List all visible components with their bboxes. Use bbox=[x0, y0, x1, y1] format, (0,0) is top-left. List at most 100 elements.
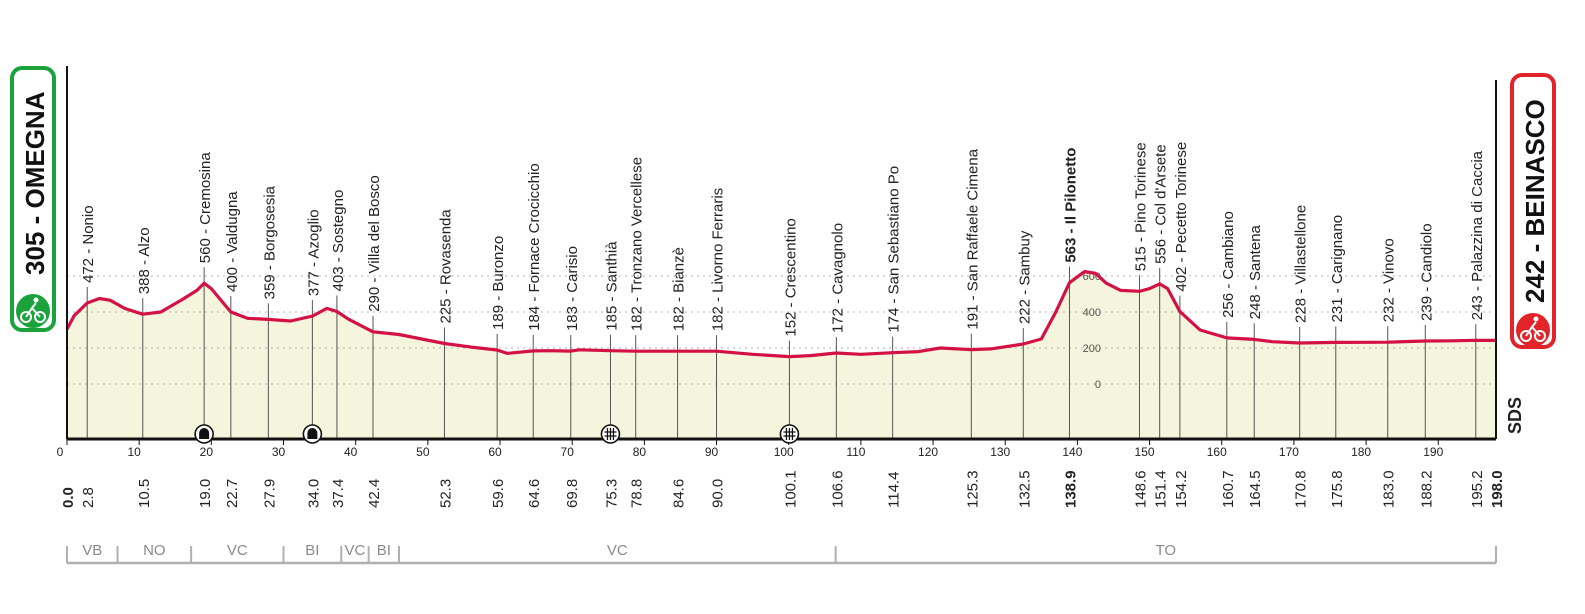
place-label: 563 - Il Pilonetto bbox=[1062, 148, 1079, 263]
place-label: 152 - Crescentino bbox=[782, 218, 799, 336]
province-label: VB bbox=[82, 542, 102, 559]
km-point-label: 34.0 bbox=[305, 479, 322, 508]
place-label: 174 - San Sebastiano Po bbox=[886, 166, 903, 333]
km-tick-label: 140 bbox=[1062, 445, 1082, 459]
km-tick-label: 10 bbox=[127, 445, 141, 459]
km-point-label: 64.6 bbox=[526, 479, 543, 508]
province-label: VC bbox=[607, 542, 628, 559]
km-point-label: 37.4 bbox=[330, 479, 347, 508]
km-point-label: 27.9 bbox=[261, 479, 278, 508]
altitude-tick-label: 400 bbox=[1083, 307, 1101, 319]
place-label: 377 - Azoglio bbox=[305, 209, 322, 296]
km-point-label: 183.0 bbox=[1381, 470, 1398, 508]
km-tick-label: 130 bbox=[990, 445, 1010, 459]
place-label: 189 - Buronzo bbox=[490, 236, 507, 330]
km-point-label: 164.5 bbox=[1247, 470, 1264, 508]
km-point-label: 132.5 bbox=[1016, 470, 1033, 508]
km-point-label: 138.9 bbox=[1062, 470, 1079, 508]
place-label: 183 - Carisio bbox=[564, 246, 581, 331]
place-label: 182 - Bianzè bbox=[671, 247, 688, 331]
km-point-label: 10.5 bbox=[136, 479, 153, 508]
km-tick-label: 110 bbox=[846, 445, 865, 459]
province-label: BI bbox=[377, 542, 391, 559]
km-point-label: 148.6 bbox=[1132, 470, 1149, 508]
km-point-label: 84.6 bbox=[671, 479, 688, 508]
place-label: 556 - Col d'Arsete bbox=[1153, 144, 1170, 264]
profile-area bbox=[67, 271, 1496, 439]
place-label: 403 - Sostegno bbox=[330, 190, 347, 292]
km-point-label: 114.4 bbox=[886, 472, 903, 508]
province-label: NO bbox=[143, 542, 166, 559]
place-label: 182 - Livorno Ferraris bbox=[710, 188, 727, 331]
place-label: 231 - Carignano bbox=[1329, 215, 1346, 323]
km-tick-label: 70 bbox=[561, 445, 575, 459]
km-tick-label: 190 bbox=[1423, 445, 1443, 459]
place-label: 388 - Alzo bbox=[136, 227, 153, 294]
place-label: 182 - Tronzano Vercellese bbox=[629, 157, 646, 331]
cyclist-icon bbox=[1516, 313, 1550, 347]
km-point-label: 188.2 bbox=[1418, 470, 1435, 508]
km-point-label: 78.8 bbox=[629, 479, 646, 508]
place-label: 472 - Nonio bbox=[80, 205, 97, 283]
place-label: 191 - San Raffaele Cimena bbox=[964, 148, 981, 329]
place-label: 184 - Fornace Crocicchio bbox=[526, 163, 543, 331]
km-point-label: 19.0 bbox=[197, 479, 214, 508]
place-label: 248 - Santena bbox=[1247, 224, 1264, 319]
province-label: BI bbox=[305, 542, 319, 559]
railway-crossing-icon bbox=[779, 424, 800, 444]
finish-label: 242 - BEINASCO bbox=[1520, 99, 1550, 303]
km-point-label: 154.2 bbox=[1173, 470, 1190, 508]
km-tick-label: 180 bbox=[1351, 445, 1371, 459]
km-tick-label: 100 bbox=[774, 445, 794, 459]
km-tick-label: 90 bbox=[705, 445, 719, 459]
km-point-label: 170.8 bbox=[1293, 470, 1310, 508]
altitude-tick-label: 0 bbox=[1095, 379, 1101, 391]
route-markers bbox=[194, 424, 800, 444]
km-tick-label: 0 bbox=[57, 445, 64, 459]
province-label: VC bbox=[345, 542, 366, 559]
km-point-label: 151.4 bbox=[1153, 470, 1170, 508]
km-tick-label: 30 bbox=[272, 445, 286, 459]
km-point-label: 106.6 bbox=[829, 470, 846, 508]
province-bar: VB NO VC BI VC BI VC TO bbox=[66, 542, 1497, 565]
km-point-label: 195.2 bbox=[1469, 470, 1486, 508]
km-point-label: 59.6 bbox=[490, 479, 507, 508]
province-label: TO bbox=[1156, 542, 1177, 559]
start-badge-frame bbox=[10, 66, 56, 332]
tunnel-icon bbox=[194, 424, 214, 444]
km-point-label: 75.3 bbox=[603, 479, 620, 508]
km-tick-label: 50 bbox=[416, 445, 430, 459]
km-point-label: 125.3 bbox=[964, 470, 981, 508]
place-label: 228 - Villastellone bbox=[1293, 205, 1310, 323]
railway-crossing-icon bbox=[600, 424, 621, 444]
finish-badge: 242 - BEINASCO bbox=[1510, 73, 1556, 349]
km-point-label: 52.3 bbox=[437, 479, 454, 508]
km-point-label: 175.8 bbox=[1329, 470, 1346, 508]
place-label: 400 - Valdugna bbox=[224, 191, 241, 292]
km-point-label: 198.0 bbox=[1489, 470, 1506, 508]
km-tick-label: 150 bbox=[1135, 445, 1155, 459]
km-point-label: 2.8 bbox=[80, 487, 97, 508]
place-label: 239 - Candiolo bbox=[1418, 223, 1435, 321]
km-tick-label: 80 bbox=[633, 445, 647, 459]
km-point-label: 160.7 bbox=[1220, 470, 1237, 508]
km-point-label: 0.0 bbox=[60, 487, 77, 508]
place-labels: 472 - Nonio 388 - Alzo 560 - Cremosina 400 … bbox=[80, 142, 1486, 337]
place-label: 225 - Rovasenda bbox=[437, 209, 454, 324]
place-label: 515 - Pino Torinese bbox=[1132, 142, 1149, 271]
place-label: 256 - Cambiano bbox=[1220, 211, 1237, 318]
place-label: 232 - Vinovo bbox=[1381, 238, 1398, 322]
profile-area-group bbox=[67, 271, 1496, 439]
profile-line-group bbox=[65, 269, 1497, 359]
km-tick-label: 170 bbox=[1279, 445, 1299, 459]
place-label: 290 - Villa del Bosco bbox=[366, 175, 383, 311]
tunnel-icon bbox=[302, 424, 323, 444]
km-point-label: 90.0 bbox=[710, 479, 727, 508]
km-point-label: 100.1 bbox=[782, 470, 799, 508]
place-label: 172 - Cavagnolo bbox=[829, 223, 846, 333]
brand-mark: SDS bbox=[1505, 397, 1525, 434]
profile-line bbox=[65, 269, 1497, 359]
province-label: VC bbox=[227, 542, 248, 559]
